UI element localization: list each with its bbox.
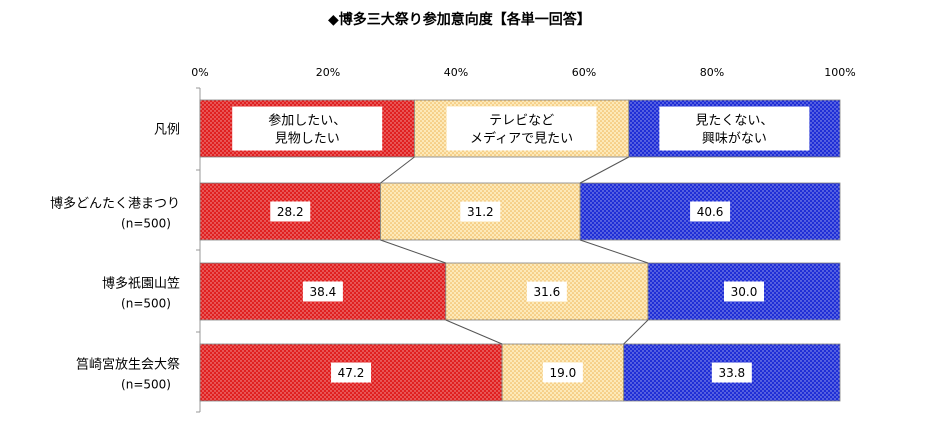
- category-sample-size: (n=500): [121, 378, 171, 392]
- series-connector-line: [445, 319, 503, 345]
- bar-rows: 博多どんたく港まつり (n=500) 28.2 31.2 40.6 博多祇園山笠 (n=50…: [50, 182, 841, 402]
- x-tick-label: 20%: [316, 66, 340, 79]
- legend-entry-series-interested: 参加したい、見物したい: [268, 113, 346, 147]
- value-label-box: [690, 201, 731, 222]
- legend-row-label: 凡例: [154, 123, 180, 138]
- category-label: 筥崎宮放生会大祭: [76, 357, 180, 373]
- x-tick-label: 0%: [191, 66, 208, 79]
- series-connector-line: [380, 239, 446, 264]
- value-label-box: [724, 281, 764, 302]
- value-label: 38.4: [310, 285, 337, 299]
- category-sample-size: (n=500): [121, 217, 171, 231]
- value-label: 40.6: [697, 205, 724, 219]
- value-label: 33.8: [718, 366, 745, 380]
- legend-row: 凡例 参加したい、見物したい テレビなどメディアで見たい 見たくない、興味がない: [154, 99, 841, 158]
- value-label: 31.2: [467, 205, 494, 219]
- value-label-box: [526, 281, 567, 302]
- connector-lines: [380, 156, 649, 345]
- chart-title: ◆博多三大祭り参加意向度【各単一回答】: [328, 11, 591, 28]
- value-label-box: [460, 201, 501, 222]
- value-label-box: [270, 201, 311, 222]
- legend-entry-series-not-interested: 見たくない、興味がない: [695, 114, 773, 147]
- category-label: 博多どんたく港まつり: [50, 196, 180, 212]
- x-tick-label: 80%: [700, 66, 724, 79]
- x-tick-label: 40%: [444, 66, 468, 79]
- legend-label-box: [232, 106, 383, 151]
- x-axis-ticks: 0% 20% 40% 60% 80% 100%: [191, 66, 855, 79]
- x-tick-label: 60%: [572, 66, 596, 79]
- value-label-box: [542, 362, 583, 383]
- value-label-box: [302, 281, 343, 302]
- legend-label-box: [659, 106, 810, 151]
- x-tick-label: 100%: [824, 66, 855, 79]
- value-label: 30.0: [731, 285, 758, 299]
- series-connector-line: [579, 239, 649, 264]
- value-label-box: [331, 362, 372, 383]
- value-label-box: [711, 362, 752, 383]
- value-label: 19.0: [550, 366, 577, 380]
- value-label: 28.2: [277, 205, 304, 219]
- value-label: 31.6: [534, 285, 561, 299]
- series-connector-line: [623, 319, 649, 345]
- axis-lines: [196, 87, 201, 413]
- series-connector-line: [579, 156, 630, 184]
- category-label: 博多祇園山笠: [102, 276, 180, 292]
- value-label: 47.2: [338, 366, 365, 380]
- legend-label-box: [446, 106, 597, 151]
- category-sample-size: (n=500): [121, 297, 171, 311]
- series-connector-line: [380, 156, 415, 184]
- legend-entry-series-media: テレビなどメディアで見たい: [470, 114, 573, 147]
